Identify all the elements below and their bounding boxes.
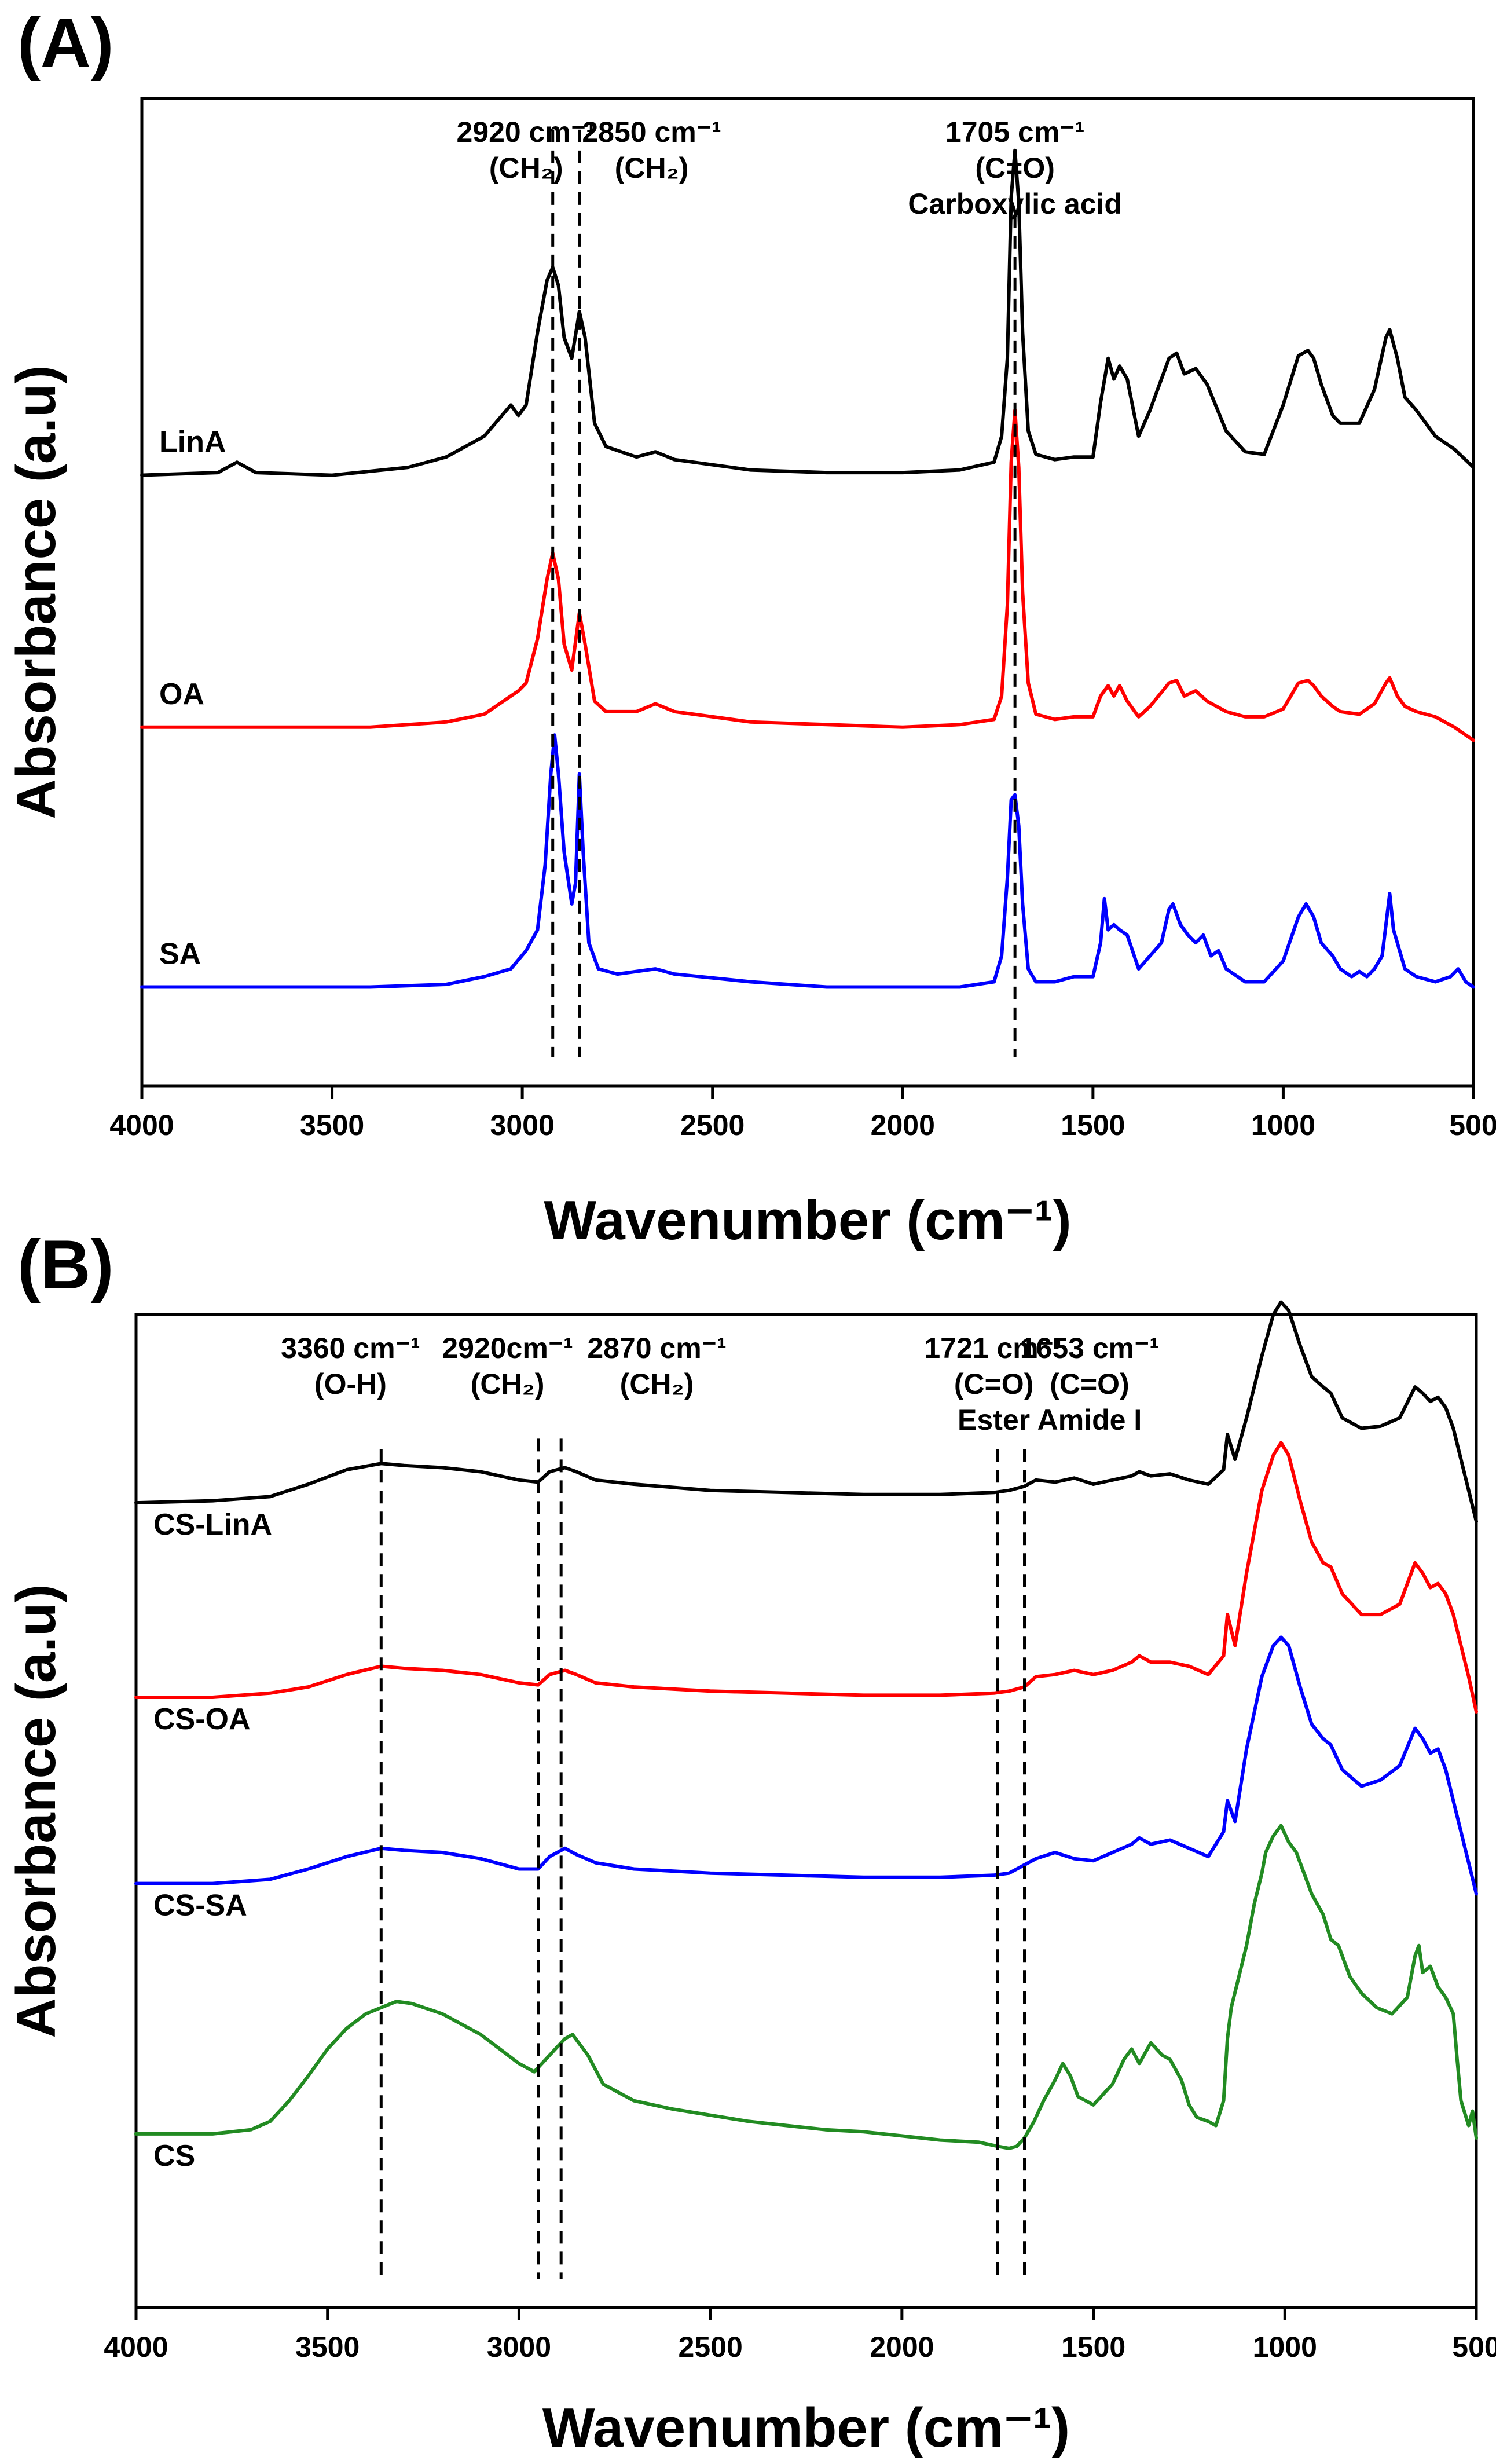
plot-frame xyxy=(140,97,1475,1088)
series-line-sa xyxy=(140,733,1475,989)
x-tick-label: 3000 xyxy=(490,1109,555,1141)
plot-frame xyxy=(134,1313,1478,2309)
series-line-oa xyxy=(140,408,1475,742)
annotation-line: (O-H) xyxy=(314,1368,387,1400)
x-tick-label: 3500 xyxy=(295,2331,360,2363)
annotation-line: 2920 cm⁻¹ xyxy=(456,116,595,148)
annotation-line: Ester xyxy=(958,1404,1030,1436)
x-tick-label: 3000 xyxy=(487,2331,551,2363)
x-tick-label: 2500 xyxy=(679,2331,743,2363)
peak-annotation: 1653 cm⁻¹ (C=O) Amide I xyxy=(1020,1332,1159,1436)
annotation-line: (C=O) xyxy=(954,1368,1034,1400)
series-label-cs: CS xyxy=(153,2139,195,2173)
x-tick-label: 2000 xyxy=(871,1109,935,1141)
panel-a-chart: 4000 3500 3000 2500 2000 1500 1000 500 Wavenumbe… xyxy=(5,97,1496,1251)
y-axis-title: Absorbance (a.u) xyxy=(5,1584,67,2038)
series-label-sa: SA xyxy=(159,938,201,971)
peak-annotation: 2920 cm⁻¹ (CH₂) xyxy=(456,116,595,184)
series-line-cs xyxy=(134,1824,1478,2150)
annotation-line: 2920cm⁻¹ xyxy=(442,1332,573,1364)
peak-annotation: 2850 cm⁻¹ (CH₂) xyxy=(582,116,721,184)
series-line-cs-oa xyxy=(134,1441,1478,1714)
x-tick-label: 1500 xyxy=(1061,1109,1125,1141)
x-tick-label: 4000 xyxy=(104,2331,168,2363)
x-tick-label: 1000 xyxy=(1253,2331,1317,2363)
x-tick-label: 2000 xyxy=(870,2331,934,2363)
peak-annotation: 2920cm⁻¹ (CH₂) xyxy=(442,1332,573,1400)
x-tick-label: 3500 xyxy=(300,1109,364,1141)
peak-annotation: 1721 cm⁻¹ (C=O) Ester xyxy=(924,1332,1063,1436)
annotation-line: 1721 cm⁻¹ xyxy=(924,1332,1063,1364)
panel-b-chart: 4000 3500 3000 2500 2000 1500 1000 500 Wavenumbe… xyxy=(5,1300,1496,2459)
series-label-lina: LinA xyxy=(159,426,226,459)
annotation-line: (CH₂) xyxy=(471,1368,545,1400)
annotation-line: 1653 cm⁻¹ xyxy=(1020,1332,1159,1364)
x-axis-title: Wavenumber (cm⁻¹) xyxy=(544,1189,1071,1251)
annotation-line: (C=O) xyxy=(1050,1368,1130,1400)
series-line-cs-lina xyxy=(134,1300,1478,1524)
panel-a-label: (A) xyxy=(17,4,114,82)
annotation-line: 2870 cm⁻¹ xyxy=(587,1332,726,1364)
annotation-line: 1705 cm⁻¹ xyxy=(945,116,1084,148)
annotation-line: (CH₂) xyxy=(489,152,563,184)
annotation-line: (CH₂) xyxy=(615,152,689,184)
x-tick-label: 1000 xyxy=(1251,1109,1315,1141)
x-tick-label: 1500 xyxy=(1061,2331,1125,2363)
x-tick-label: 500 xyxy=(1449,1109,1496,1141)
y-axis-title: Absorbance (a.u) xyxy=(5,365,67,819)
x-tick-label: 4000 xyxy=(109,1109,174,1141)
series-label-oa: OA xyxy=(159,678,204,711)
series-line-lina xyxy=(140,148,1475,477)
annotation-line: Carboxylic acid xyxy=(908,188,1122,220)
annotation-line: (C=O) xyxy=(975,152,1055,184)
annotation-line: 2850 cm⁻¹ xyxy=(582,116,721,148)
peak-annotation: 3360 cm⁻¹ (O-H) xyxy=(281,1332,420,1400)
peak-annotation: 1705 cm⁻¹ (C=O) Carboxylic acid xyxy=(908,116,1122,220)
series-line-cs-sa xyxy=(134,1635,1478,1896)
annotation-line: (CH₂) xyxy=(620,1368,694,1400)
series-label-cs-sa: CS-SA xyxy=(153,1889,247,1923)
x-axis-title: Wavenumber (cm⁻¹) xyxy=(542,2397,1070,2459)
peak-annotation: 2870 cm⁻¹ (CH₂) xyxy=(587,1332,726,1400)
series-label-cs-lina: CS-LinA xyxy=(153,1508,272,1542)
x-tick-label: 500 xyxy=(1452,2331,1496,2363)
panel-b-label: (B) xyxy=(17,1226,114,1304)
x-tick-label: 2500 xyxy=(680,1109,745,1141)
annotation-line: Amide I xyxy=(1037,1404,1142,1436)
annotation-line: 3360 cm⁻¹ xyxy=(281,1332,420,1364)
series-label-cs-oa: CS-OA xyxy=(153,1703,251,1736)
